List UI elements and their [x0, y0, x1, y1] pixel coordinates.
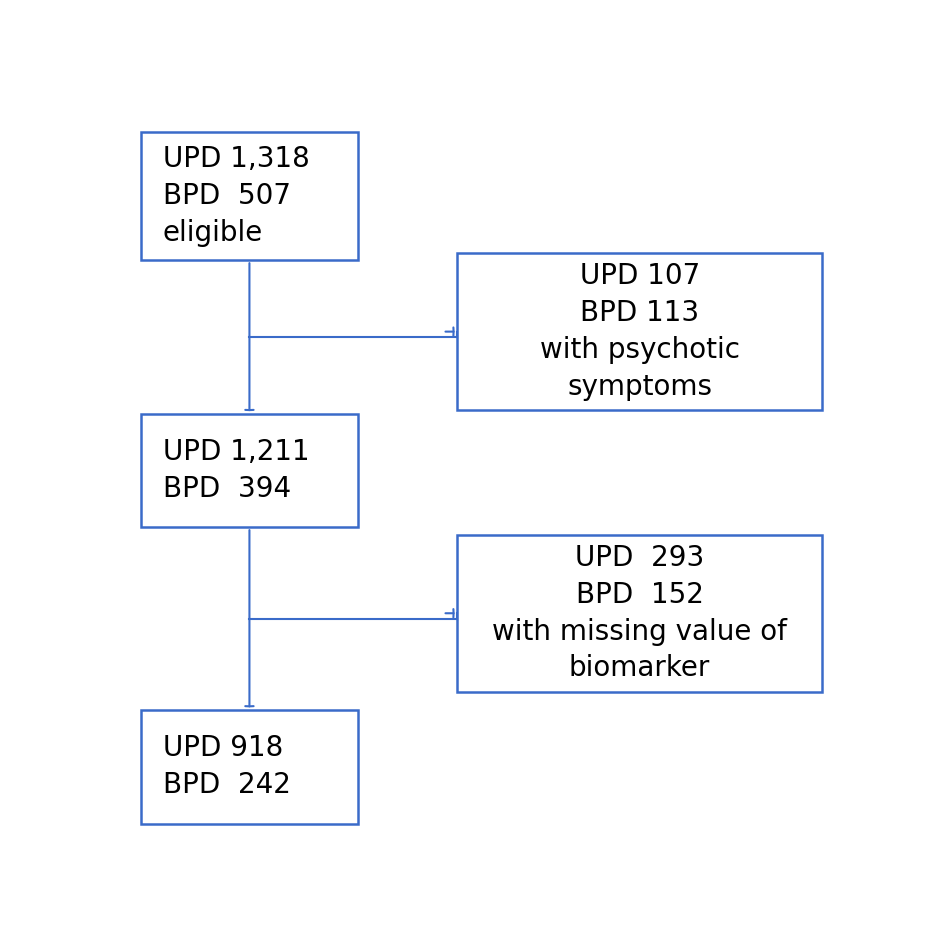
- Text: UPD 1,318
BPD  507
eligible: UPD 1,318 BPD 507 eligible: [163, 145, 310, 247]
- Text: UPD 1,211
BPD  394: UPD 1,211 BPD 394: [163, 438, 310, 503]
- Text: UPD 918
BPD  242: UPD 918 BPD 242: [163, 734, 291, 799]
- Text: UPD  293
BPD  152
with missing value of
biomarker: UPD 293 BPD 152 with missing value of bi…: [492, 544, 788, 682]
- FancyBboxPatch shape: [141, 711, 358, 824]
- Text: UPD 107
BPD 113
with psychotic
symptoms: UPD 107 BPD 113 with psychotic symptoms: [540, 262, 740, 401]
- FancyBboxPatch shape: [141, 132, 358, 260]
- FancyBboxPatch shape: [141, 414, 358, 527]
- FancyBboxPatch shape: [458, 535, 822, 692]
- FancyBboxPatch shape: [458, 253, 822, 410]
